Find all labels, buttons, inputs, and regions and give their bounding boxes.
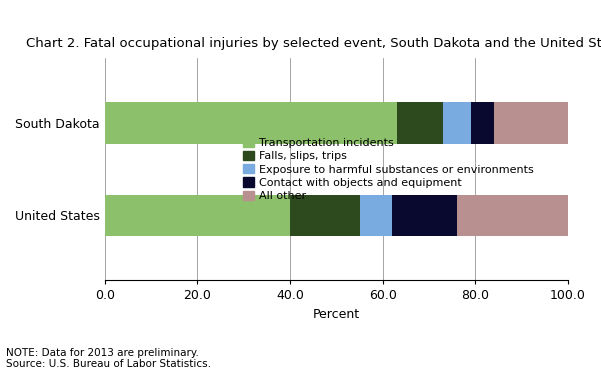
X-axis label: Percent: Percent bbox=[313, 308, 360, 321]
Legend: Transportation incidents, Falls, slips, trips, Exposure to harmful substances or: Transportation incidents, Falls, slips, … bbox=[240, 134, 537, 204]
Bar bbox=[397, 102, 443, 144]
Bar bbox=[392, 195, 457, 236]
Bar bbox=[105, 102, 397, 144]
Text: NOTE: Data for 2013 are preliminary.
Source: U.S. Bureau of Labor Statistics.: NOTE: Data for 2013 are preliminary. Sou… bbox=[6, 348, 211, 369]
Bar bbox=[443, 102, 471, 144]
Bar bbox=[457, 195, 568, 236]
Bar bbox=[471, 102, 494, 144]
Bar bbox=[359, 195, 392, 236]
Bar bbox=[494, 102, 568, 144]
Text: Chart 2. Fatal occupational injuries by selected event, South Dakota and the Uni: Chart 2. Fatal occupational injuries by … bbox=[26, 37, 601, 50]
Bar bbox=[105, 195, 290, 236]
Bar bbox=[290, 195, 359, 236]
